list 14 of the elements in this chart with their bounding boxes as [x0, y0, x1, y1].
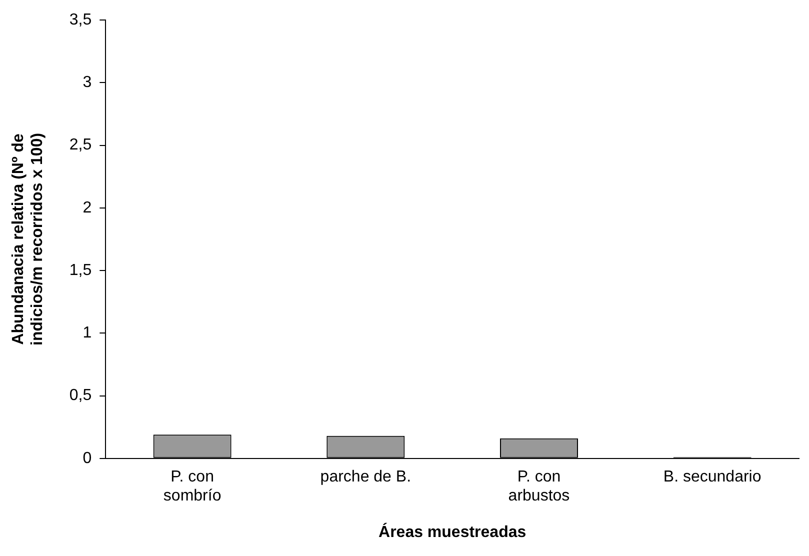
- y-tick-label: 3: [82, 74, 92, 92]
- x-tick-label: P. con arbustos: [508, 468, 570, 505]
- y-axis-title: Abundanacia relativa (Nº de indicios/m recorridos x 100): [10, 132, 46, 346]
- y-tick-label: 3,5: [69, 11, 92, 28]
- y-tick-label: 1,5: [69, 262, 92, 279]
- y-tick-label: 2,5: [69, 136, 92, 154]
- x-tick-label: B. secundario: [663, 468, 762, 486]
- x-tick-label: parche de B.: [320, 468, 412, 486]
- y-tick-label: 0: [82, 450, 92, 467]
- y-tick-label: 2: [82, 199, 92, 216]
- y-tick-label: 0,5: [69, 387, 92, 404]
- x-tick-label: P. con sombrío: [163, 468, 222, 505]
- x-axis-title: Áreas muestreadas: [378, 522, 526, 541]
- y-tick-label: 1: [82, 324, 92, 342]
